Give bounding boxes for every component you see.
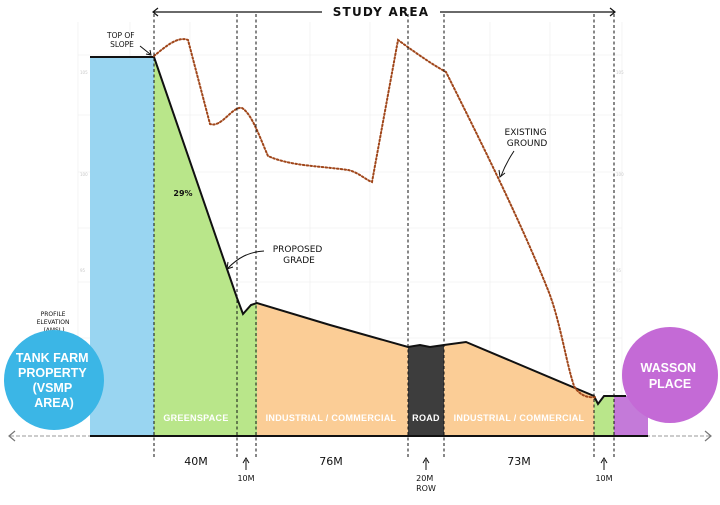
industrial-left-fill [257,303,408,436]
top-of-slope-label: TOP OF SLOPE [106,31,137,49]
existing-ground-line [153,38,597,399]
svg-text:95: 95 [80,268,86,273]
dimension-buffer-right: 10M [595,474,612,483]
svg-text:105: 105 [80,70,88,75]
dimension-greenspace: 40M [184,455,208,468]
existing-ground-pointer [498,150,515,178]
existing-ground-label: EXISTING GROUND [505,128,550,149]
svg-text:105: 105 [616,70,624,75]
faint-axis-ticks: 105 100 95 105 100 95 [80,70,624,273]
dimension-arrow-buffer-left [242,457,250,470]
dimension-arrow-buffer-right [600,457,608,470]
svg-text:100: 100 [80,172,88,177]
zone-label-greenspace: GREENSPACE [163,413,228,423]
wasson-place-bubble-label: WASSON PLACE [640,361,699,391]
dimension-row: 20M ROW [416,474,436,493]
study-area-label: STUDY AREA [333,5,430,19]
wasson-place-bubble [622,327,718,423]
dimension-arrow-row [422,457,430,470]
dimension-buffer-left: 10M [237,474,254,483]
greenspace-fill [154,57,257,436]
industrial-right-fill [444,342,594,436]
tank-farm-bubble-label: TANK FARM PROPERTY (VSMP AREA) [16,351,92,410]
study-area-bracket [152,7,616,17]
road-fill [408,345,444,436]
svg-text:100: 100 [616,172,624,177]
ground-baseline [8,430,712,442]
zone-label-road: ROAD [412,413,440,423]
zone-label-industrial-left: INDUSTRIAL / COMMERCIAL [266,413,397,423]
dimension-industrial-left: 76M [319,455,343,468]
proposed-grade-label: PROPOSED GRADE [273,245,325,266]
slope-percent-label: 29% [173,189,192,198]
dimension-industrial-right: 73M [507,455,531,468]
zone-label-industrial-right: INDUSTRIAL / COMMERCIAL [454,413,585,423]
proposed-grade-pointer [226,250,265,270]
zone-dividers [153,14,615,458]
proposed-grade-line [90,56,626,406]
top-of-slope-arrow [139,45,152,56]
buffer-right-fill [594,396,614,436]
svg-text:95: 95 [616,268,622,273]
tank-farm-bubble [4,330,104,430]
